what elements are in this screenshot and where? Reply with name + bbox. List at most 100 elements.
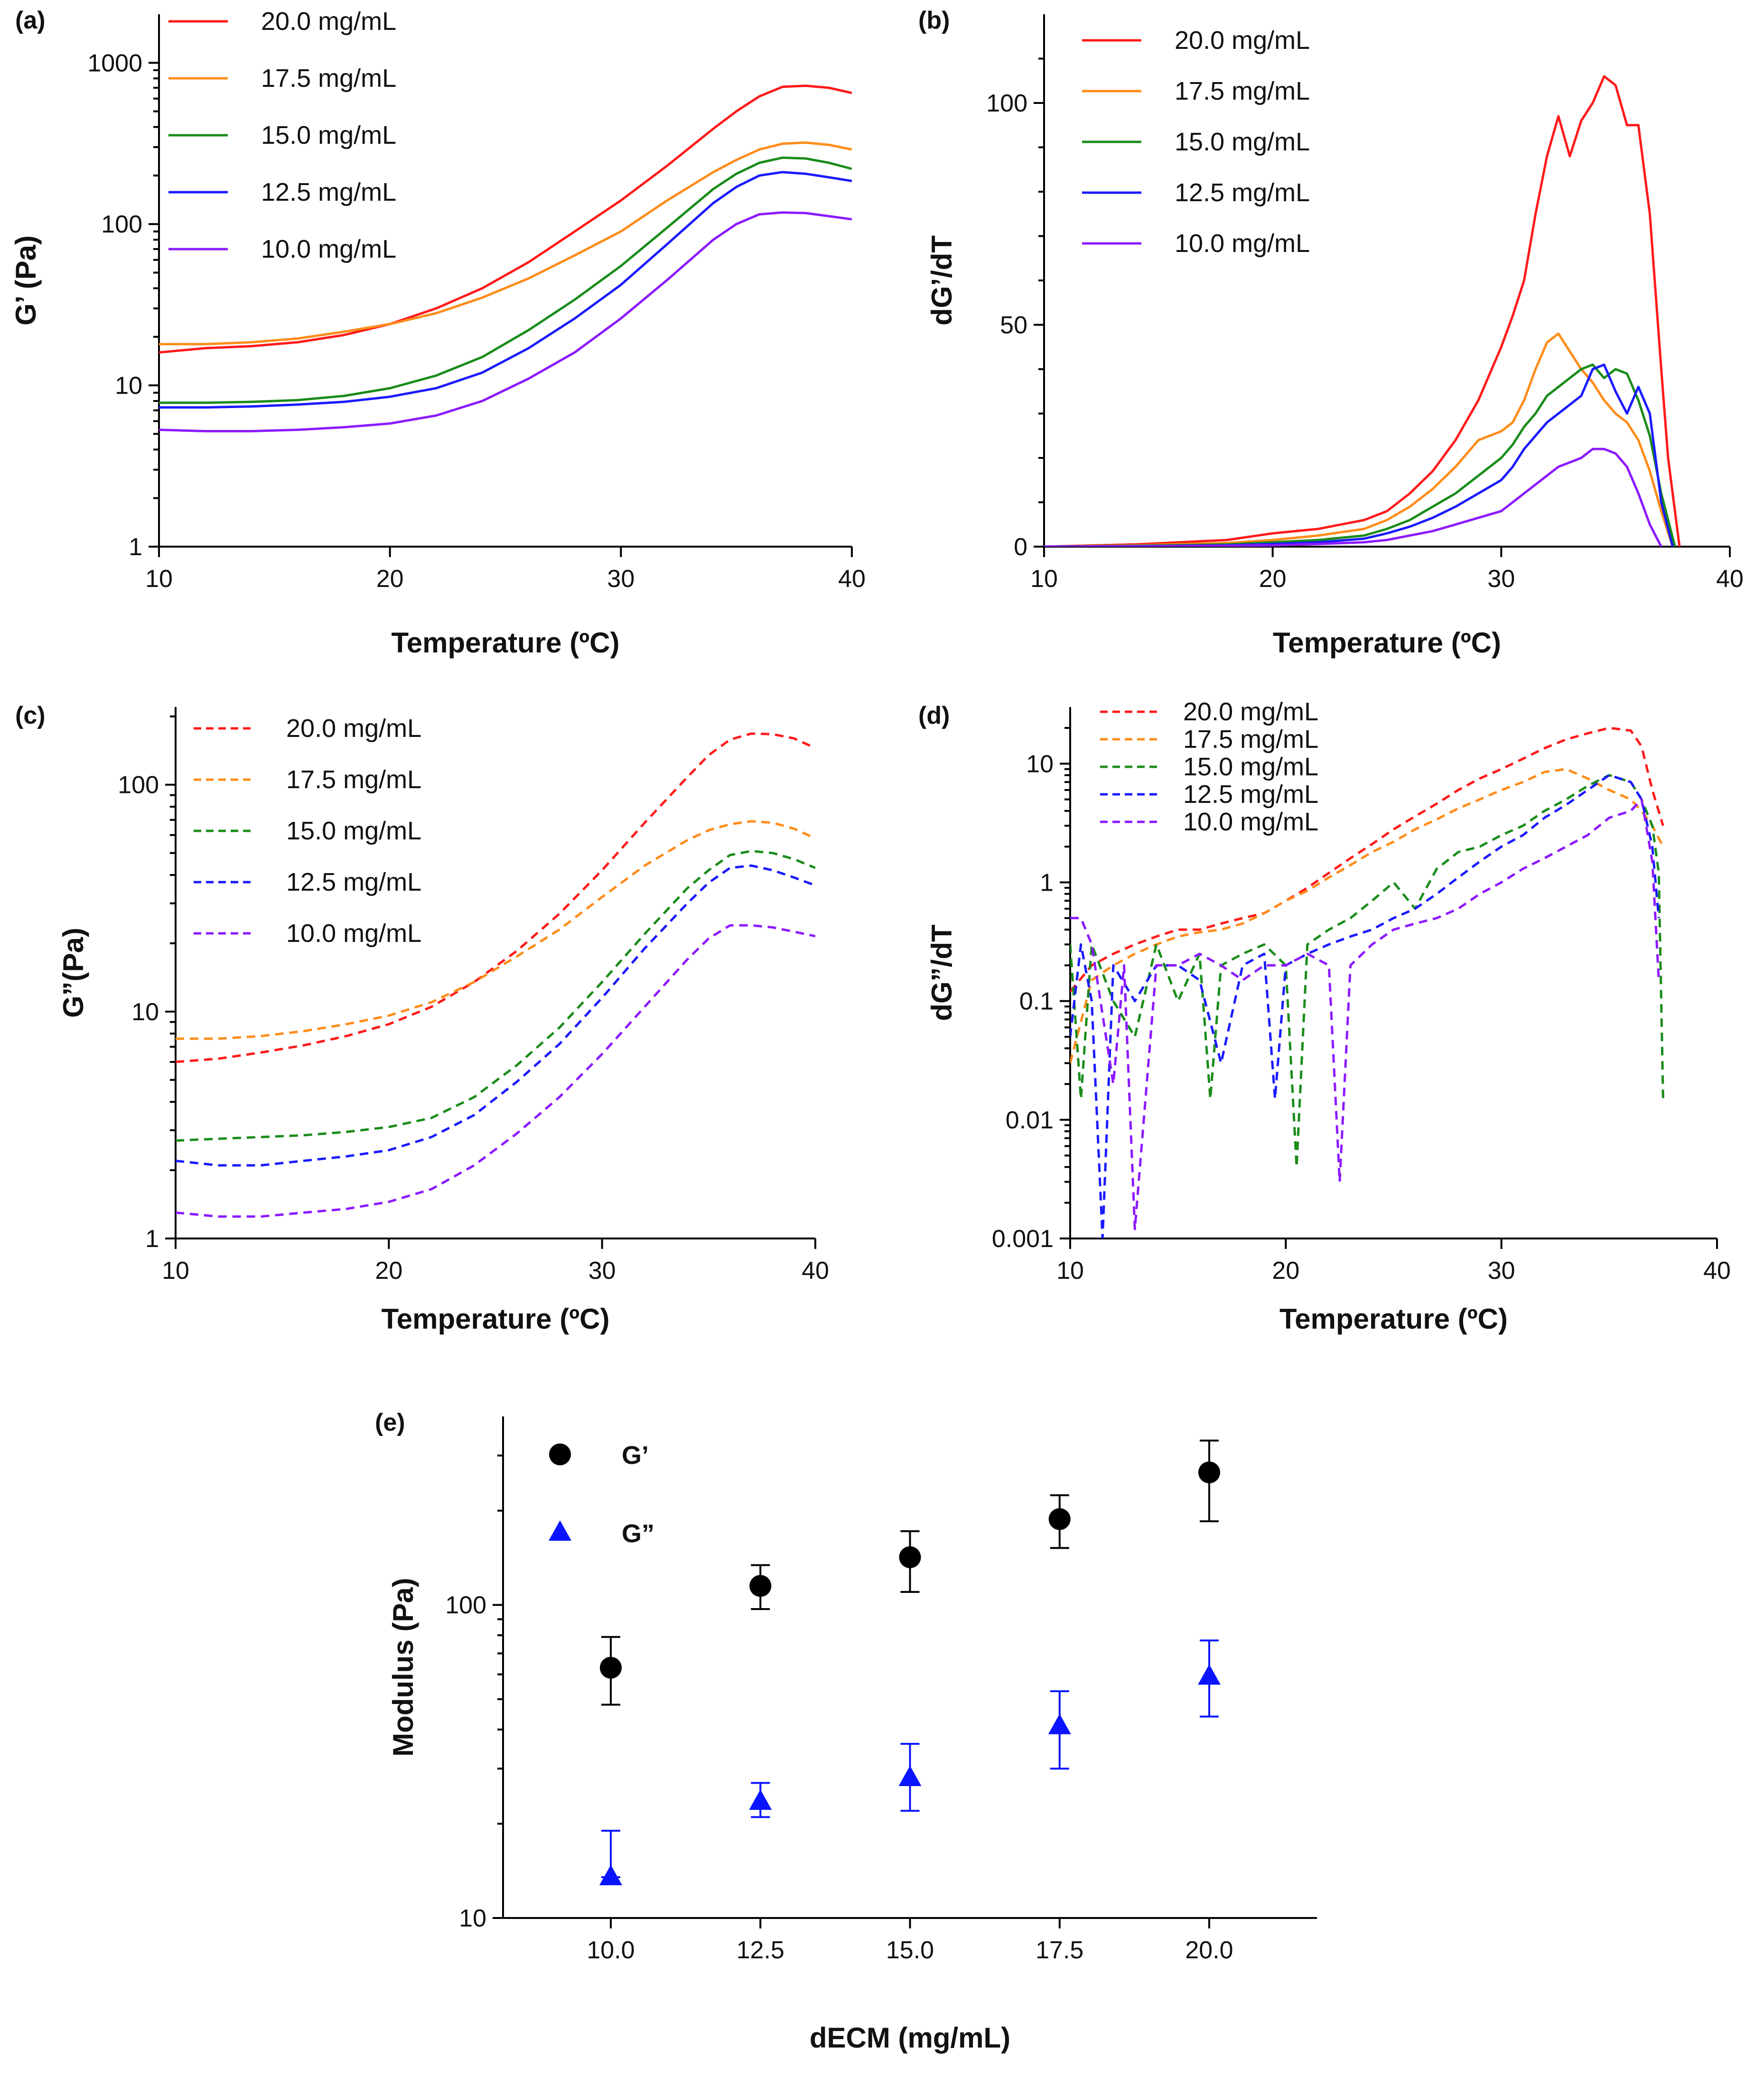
x-tick-label: 20.0 <box>1185 1936 1233 1964</box>
series-group <box>176 732 815 1218</box>
series-line <box>176 924 815 1218</box>
legend-label: 15.0 mg/mL <box>286 817 421 845</box>
legend-label: 10.0 mg/mL <box>1175 229 1310 258</box>
panel-b: 10 20 30 40 0 50 100 (b) Temperature (ºC) dG’/dT 2… <box>918 7 1744 659</box>
series-group <box>1070 726 1664 1238</box>
y-tick-label: 100 <box>101 211 142 238</box>
series-line <box>1070 768 1664 1064</box>
y-axis-title: dG”/dT <box>926 924 958 1021</box>
x-tick-label: 30 <box>588 1257 616 1285</box>
series-line <box>1044 363 1676 547</box>
data-point <box>1198 1461 1221 1483</box>
legend-label: 17.5 mg/mL <box>286 765 421 794</box>
legend-label: 10.0 mg/mL <box>286 919 421 948</box>
x-tick-label: 40 <box>1703 1257 1731 1285</box>
x-tick-label: 30 <box>1488 1257 1515 1285</box>
y-axis-title: Modulus (Pa) <box>387 1578 419 1757</box>
y-tick-label: 10 <box>131 998 159 1026</box>
panel-d: 10 20 30 40 0.001 0.01 0.1 1 10 (d) Temperature (º… <box>918 698 1731 1335</box>
x-tick-label: 10.0 <box>587 1936 635 1964</box>
legend-label: 15.0 mg/mL <box>1183 753 1318 781</box>
y-axis-title: G’ (Pa) <box>10 235 42 326</box>
legend-label: 20.0 mg/mL <box>261 7 396 36</box>
x-axis-title: Temperature (ºC) <box>392 627 620 659</box>
legend-marker <box>549 1443 571 1465</box>
y-tick-label: 1 <box>1040 869 1054 897</box>
data-point <box>749 1575 772 1597</box>
series-line <box>159 84 852 354</box>
x-axis-title: dECM (mg/mL) <box>810 2022 1010 2054</box>
y-tick-label: 100 <box>445 1592 486 1619</box>
panel-label: (d) <box>918 702 950 729</box>
data-point <box>898 1765 922 1786</box>
series-line <box>176 850 815 1142</box>
y-tick-label: 0.01 <box>1006 1107 1054 1134</box>
legend-label: G” <box>622 1519 654 1548</box>
data-point <box>1048 1713 1071 1734</box>
y-tick-label: 1 <box>145 1225 159 1253</box>
legend-label: 12.5 mg/mL <box>261 178 396 206</box>
y-axis-title: dG’/dT <box>926 235 958 326</box>
legend-label: 20.0 mg/mL <box>1175 26 1310 55</box>
series-line <box>1070 798 1660 1230</box>
y-tick-label: 10 <box>1026 750 1054 778</box>
series-line <box>159 156 852 404</box>
x-tick-label: 10 <box>145 565 173 593</box>
y-tick-label: 1 <box>129 533 142 561</box>
x-tick-label: 20 <box>1272 1257 1299 1285</box>
x-axis-title: Temperature (ºC) <box>1273 627 1501 659</box>
data-point <box>599 1865 622 1886</box>
legend-label: 10.0 mg/mL <box>1183 808 1318 836</box>
series-line <box>176 820 815 1040</box>
data-point <box>899 1546 921 1568</box>
legend-label: G’ <box>622 1441 649 1470</box>
x-tick-label: 20 <box>375 1257 402 1285</box>
legend-label: 20.0 mg/mL <box>286 714 421 743</box>
data-point <box>599 1657 622 1679</box>
x-tick-label: 15.0 <box>886 1936 934 1964</box>
series-line <box>1044 332 1674 547</box>
x-tick-label: 10 <box>162 1257 189 1285</box>
legend-label: 12.5 mg/mL <box>1183 780 1318 809</box>
series-line <box>1070 726 1664 993</box>
series-line <box>1070 774 1660 1238</box>
legend-label: 12.5 mg/mL <box>1175 178 1310 207</box>
series-line <box>159 141 852 345</box>
series-line <box>159 171 852 409</box>
panel-label: (a) <box>15 7 46 34</box>
data-point <box>1048 1508 1071 1530</box>
series-line <box>1044 363 1674 547</box>
series-group <box>1044 75 1681 547</box>
y-tick-label: 0.001 <box>992 1225 1054 1253</box>
legend-marker <box>549 1520 571 1541</box>
x-tick-label: 10 <box>1030 565 1058 593</box>
legend-label: 15.0 mg/mL <box>261 121 396 149</box>
series-line <box>176 732 815 1063</box>
y-tick-label: 100 <box>118 772 159 799</box>
y-axis-title: G”(Pa) <box>57 928 89 1018</box>
x-tick-label: 20 <box>1259 565 1287 593</box>
x-axis-title: Temperature (ºC) <box>1279 1303 1508 1335</box>
x-tick-label: 12.5 <box>737 1936 784 1964</box>
panel-label: (b) <box>918 7 950 34</box>
series-line <box>1070 774 1664 1168</box>
y-tick-label: 50 <box>1000 312 1027 339</box>
series-line <box>1044 75 1681 547</box>
x-tick-label: 40 <box>838 565 866 593</box>
panel-label: (c) <box>15 702 46 729</box>
data-point <box>1198 1664 1221 1685</box>
x-tick-label: 20 <box>376 565 404 593</box>
y-tick-label: 0.1 <box>1019 988 1054 1015</box>
legend-label: 17.5 mg/mL <box>1183 725 1318 754</box>
y-tick-label: 10 <box>115 372 142 400</box>
panel-label: (e) <box>375 1409 405 1436</box>
data-point <box>749 1789 772 1810</box>
panel-e: 10.0 12.5 15.0 17.5 20.0 10 100 (e) dECM (mg/mL)… <box>375 1409 1317 2054</box>
x-tick-label: 17.5 <box>1036 1936 1083 1964</box>
legend-label: 15.0 mg/mL <box>1175 128 1310 156</box>
x-tick-label: 10 <box>1056 1257 1084 1285</box>
y-tick-label: 10 <box>459 1905 486 1932</box>
series-line <box>159 211 852 433</box>
